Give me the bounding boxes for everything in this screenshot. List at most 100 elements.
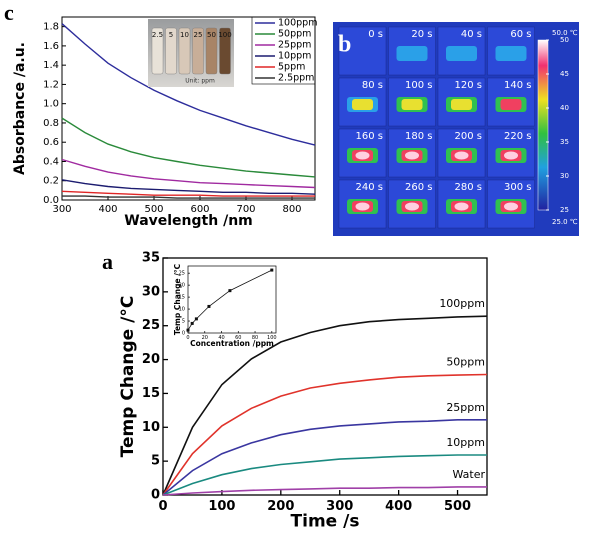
series-label: 100ppm	[439, 297, 485, 310]
heat-peak	[454, 202, 469, 211]
legend-box	[251, 16, 316, 85]
series-line	[61, 23, 316, 146]
frame-time: 240 s	[356, 182, 383, 193]
x-tick-label: 40	[218, 335, 224, 341]
x-tick-label: 60	[235, 335, 241, 341]
y-tick-label: 0.6	[43, 137, 59, 148]
series-label: 25ppm	[446, 401, 485, 414]
colorbar-label: 40	[560, 104, 569, 112]
x-axis-label: Wavelength /nm	[124, 213, 253, 229]
frame-time: 0 s	[368, 29, 383, 40]
y-tick-label: 35	[142, 251, 160, 266]
point	[186, 328, 190, 332]
y-tick-label: 1.2	[43, 79, 59, 90]
heat-core	[500, 99, 522, 110]
frame-time: 180 s	[405, 131, 432, 142]
vial	[165, 27, 177, 75]
x-tick-label: 200	[267, 499, 294, 514]
series-label: Water	[452, 468, 485, 481]
point	[270, 268, 274, 272]
series-line	[61, 117, 316, 178]
x-tick-label: 100	[267, 335, 277, 341]
heat-zone	[396, 46, 428, 61]
heat-peak	[355, 202, 370, 211]
frame-time: 40 s	[461, 29, 482, 40]
point	[207, 304, 211, 308]
heat-peak	[405, 151, 419, 160]
vial-label: 2.5	[152, 31, 163, 39]
x-tick-label: 400	[98, 204, 117, 215]
frame-time: 200 s	[455, 131, 482, 142]
heat-zone	[446, 46, 477, 61]
legend-label: 5ppm	[278, 62, 305, 73]
x-tick-label: 600	[190, 204, 209, 215]
x-tick-label: 80	[252, 335, 258, 341]
vial	[219, 27, 231, 75]
x-tick-label: 400	[385, 499, 412, 514]
vial	[151, 27, 164, 75]
heat-core	[451, 99, 472, 110]
series-line	[61, 158, 316, 189]
y-tick-label: 5	[151, 454, 160, 469]
heat-peak	[454, 151, 469, 160]
x-tick-label: 0	[158, 499, 167, 514]
y-tick-label: 20	[142, 352, 160, 367]
point	[190, 321, 194, 325]
series-line	[187, 269, 272, 331]
colorbar-label: 50	[560, 36, 569, 44]
heat-peak	[504, 151, 518, 160]
frame-time: 120 s	[455, 80, 482, 91]
x-tick-label: 500	[444, 499, 471, 514]
vial-label: 25	[194, 31, 203, 39]
vial	[192, 27, 204, 75]
y-tick-label: 5	[182, 319, 185, 325]
frame-time: 260 s	[405, 182, 432, 193]
frame-time: 20 s	[411, 29, 432, 40]
y-axis-label: Absorbance /a.u.	[12, 42, 28, 175]
heat-peak	[405, 202, 419, 211]
y-axis-label: Temp Change /°C	[118, 296, 138, 458]
vial	[205, 27, 218, 75]
vial-label: 10	[180, 31, 189, 39]
panel-label: b	[338, 32, 351, 58]
colorbar-min: 25.0 ℃	[552, 218, 578, 226]
y-tick-label: 1.6	[43, 41, 59, 52]
point	[228, 289, 232, 293]
y-tick-label: 0	[182, 331, 185, 337]
colorbar-max: 50.0 ℃	[552, 29, 578, 37]
series-line	[61, 179, 316, 195]
x-tick-label: 300	[52, 204, 71, 215]
frame-time: 80 s	[362, 80, 383, 91]
plot-frame	[61, 16, 316, 201]
y-tick-label: 1.4	[43, 60, 59, 71]
legend-label: 100ppm	[278, 18, 317, 29]
legend-label: 2.5ppm	[278, 73, 314, 84]
frame-time: 160 s	[356, 131, 383, 142]
vial	[178, 27, 191, 75]
frame-time: 100 s	[405, 80, 432, 91]
series-line	[162, 315, 488, 496]
heat-core	[352, 99, 373, 110]
series-line	[162, 373, 488, 496]
legend-label: 25ppm	[278, 40, 311, 51]
plot-frame	[187, 265, 277, 334]
colorbar-label: 35	[560, 138, 569, 146]
colorbar	[537, 39, 549, 211]
y-tick-label: 0.2	[43, 176, 59, 187]
heat-core	[401, 99, 423, 110]
series-label: 10ppm	[446, 436, 485, 449]
y-tick-label: 1.0	[43, 99, 59, 110]
y-tick-label: 0	[151, 488, 160, 503]
x-tick-label: 800	[282, 204, 301, 215]
frame-time: 140 s	[504, 80, 531, 91]
vial-label: 5	[169, 31, 173, 39]
x-axis-label: Time /s	[291, 512, 360, 532]
y-tick-label: 25	[142, 318, 160, 333]
y-tick-label: 30	[142, 284, 160, 299]
photo-unit: Unit: ppm	[185, 78, 215, 85]
point	[194, 317, 198, 321]
thermal-frame	[437, 77, 486, 127]
series-line	[162, 454, 487, 496]
panel-label: a	[102, 249, 113, 274]
